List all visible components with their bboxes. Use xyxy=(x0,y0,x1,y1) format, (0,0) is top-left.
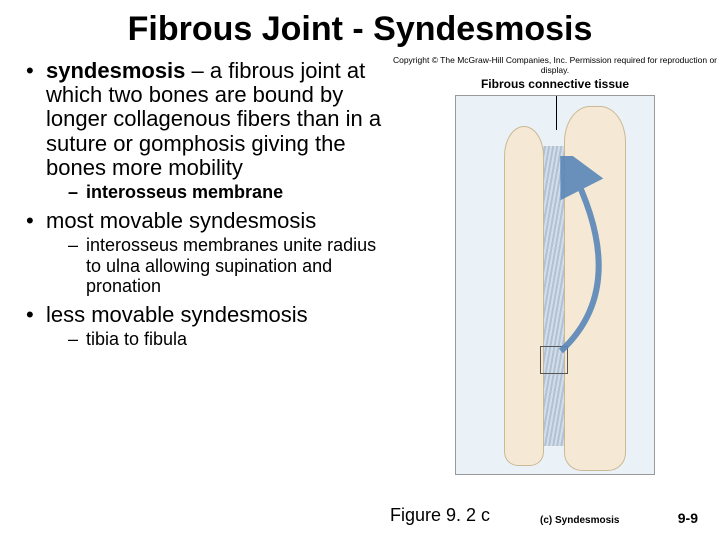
bullet-2-sub-1: interosseus membranes unite radius to ul… xyxy=(46,235,382,297)
bullet-3-sub-1: tibia to fibula xyxy=(46,329,382,350)
bone-right xyxy=(564,106,626,471)
content-area: syndesmosis – a fibrous joint at which t… xyxy=(0,55,720,535)
figure-column: Copyright © The McGraw-Hill Companies, I… xyxy=(390,55,720,535)
zoom-indicator-box xyxy=(540,346,568,374)
figure-sub-caption: (c) Syndesmosis xyxy=(540,515,619,526)
bullet-3: less movable syndesmosis tibia to fibula xyxy=(24,303,382,350)
bullet-1: syndesmosis – a fibrous joint at which t… xyxy=(24,59,382,203)
page-title: Fibrous Joint - Syndesmosis xyxy=(0,0,720,55)
bullet-3-text: less movable syndesmosis xyxy=(46,302,308,327)
text-column: syndesmosis – a fibrous joint at which t… xyxy=(0,55,390,535)
bullet-2-text: most movable syndesmosis xyxy=(46,208,316,233)
slide-number: 9-9 xyxy=(678,510,698,526)
bullet-2: most movable syndesmosis interosseus mem… xyxy=(24,209,382,297)
bullet-1-sub-1: interosseus membrane xyxy=(46,182,382,203)
bone-left xyxy=(504,126,544,466)
figure-top-label: Fibrous connective tissue xyxy=(390,77,720,91)
anatomy-figure xyxy=(455,95,655,475)
term-syndesmosis: syndesmosis xyxy=(46,58,185,83)
copyright-text: Copyright © The McGraw-Hill Companies, I… xyxy=(390,55,720,75)
leader-line xyxy=(556,95,557,130)
figure-caption: Figure 9. 2 c xyxy=(390,505,490,526)
bullet-list: syndesmosis – a fibrous joint at which t… xyxy=(24,59,382,350)
